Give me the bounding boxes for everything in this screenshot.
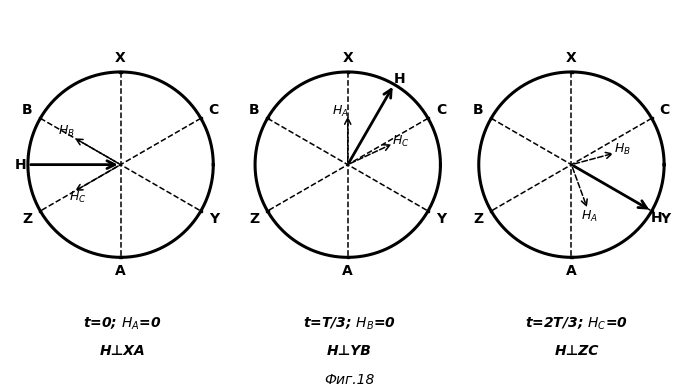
Polygon shape — [200, 117, 202, 120]
Polygon shape — [651, 210, 653, 212]
Text: $H_C$: $H_C$ — [69, 190, 87, 205]
Polygon shape — [120, 256, 122, 258]
Polygon shape — [490, 210, 492, 212]
Text: H: H — [651, 211, 662, 225]
Text: $H_C$: $H_C$ — [391, 134, 409, 149]
Text: t=0; $H_A$=0: t=0; $H_A$=0 — [83, 315, 161, 332]
Text: C: C — [436, 103, 446, 117]
Text: Y: Y — [209, 212, 219, 226]
Polygon shape — [651, 117, 653, 120]
Polygon shape — [570, 256, 572, 258]
Text: Y: Y — [436, 212, 446, 226]
Text: B: B — [473, 103, 484, 117]
Text: X: X — [343, 51, 353, 65]
Text: Y: Y — [660, 212, 670, 226]
Polygon shape — [39, 117, 41, 120]
Text: Фиг.18: Фиг.18 — [324, 373, 375, 387]
Polygon shape — [347, 256, 349, 258]
Text: Z: Z — [250, 212, 259, 226]
Polygon shape — [266, 117, 268, 120]
Text: X: X — [115, 51, 126, 65]
Text: t=T/3; $H_B$=0: t=T/3; $H_B$=0 — [303, 315, 396, 332]
Text: H⊥YB: H⊥YB — [327, 344, 372, 358]
Text: C: C — [209, 103, 219, 117]
Polygon shape — [266, 210, 268, 212]
Text: A: A — [566, 264, 577, 278]
Text: B: B — [22, 103, 33, 117]
Text: t=2T/3; $H_C$=0: t=2T/3; $H_C$=0 — [525, 315, 628, 332]
Polygon shape — [347, 71, 349, 73]
Text: $H_B$: $H_B$ — [59, 124, 75, 139]
Text: H⊥XA: H⊥XA — [99, 344, 145, 358]
Text: $H_B$: $H_B$ — [614, 142, 631, 158]
Text: A: A — [343, 264, 353, 278]
Text: C: C — [660, 103, 670, 117]
Polygon shape — [427, 210, 429, 212]
Polygon shape — [120, 71, 122, 73]
Polygon shape — [39, 210, 41, 212]
Polygon shape — [200, 210, 202, 212]
Text: Z: Z — [473, 212, 483, 226]
Text: B: B — [249, 103, 260, 117]
Text: X: X — [566, 51, 577, 65]
Text: H: H — [394, 72, 405, 86]
Polygon shape — [427, 117, 429, 120]
Text: H: H — [15, 158, 27, 172]
Text: $H_A$: $H_A$ — [582, 209, 598, 224]
Polygon shape — [490, 117, 492, 120]
Text: $H_A$: $H_A$ — [332, 104, 349, 119]
Text: A: A — [115, 264, 126, 278]
Text: H⊥ZC: H⊥ZC — [554, 344, 599, 358]
Polygon shape — [570, 71, 572, 73]
Text: Z: Z — [22, 212, 32, 226]
